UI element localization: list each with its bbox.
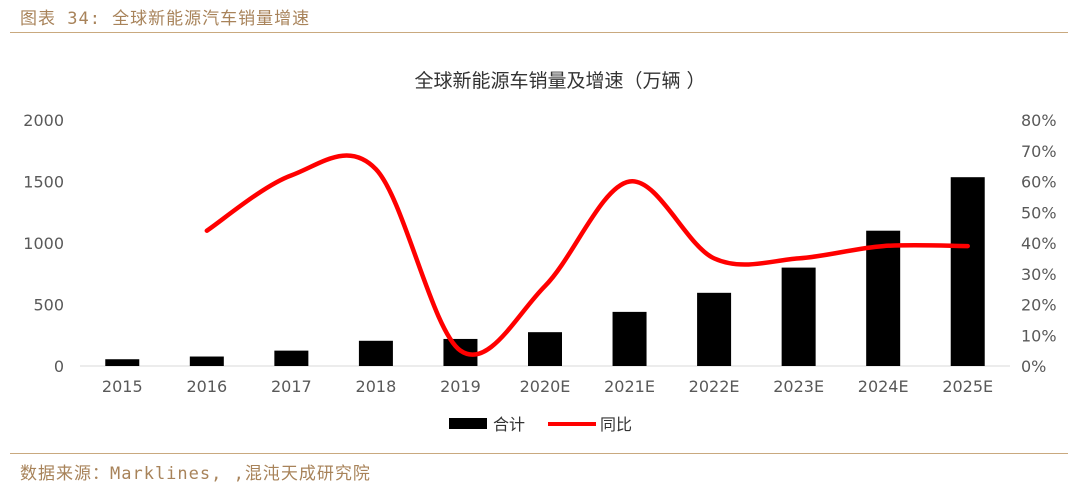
right-axis-labels: 0% 10% 20% 30% 40% 50% 60% 70% 80%: [1021, 111, 1057, 376]
legend: 合计 同比: [449, 415, 632, 434]
right-axis-tick-label: 70%: [1021, 142, 1057, 161]
bar-series: [105, 177, 985, 366]
combo-chart: 全球新能源车销量及增速（万辆 ） 0 500 1000 1500 2000 0% 10% 2…: [23, 70, 1057, 434]
right-axis-tick-label: 30%: [1021, 265, 1057, 284]
x-axis-tick-label: 2021E: [604, 377, 655, 396]
left-axis-tick-label: 0: [54, 357, 64, 376]
legend-swatch-bar: [449, 418, 487, 429]
header-divider: [10, 32, 1068, 33]
x-axis-tick-label: 2015: [102, 377, 143, 396]
right-axis-tick-label: 80%: [1021, 111, 1057, 130]
x-axis-labels: 2015 2016 2017 2018 2019 2020E 2021E 2022E 2023E…: [102, 377, 993, 396]
right-axis-tick-label: 40%: [1021, 234, 1057, 253]
bar-2017: [274, 350, 309, 366]
x-axis-tick-label: 2022E: [689, 377, 740, 396]
x-axis-tick-label: 2020E: [520, 377, 571, 396]
right-axis-tick-label: 10%: [1021, 326, 1057, 345]
yoy-line: [204, 153, 970, 357]
bar-2022E: [697, 292, 732, 366]
bar-2025E: [950, 177, 985, 366]
left-axis-tick-label: 2000: [23, 111, 64, 130]
chart-title: 全球新能源车销量及增速（万辆 ）: [414, 70, 705, 92]
left-axis-tick-label: 1500: [23, 173, 64, 192]
bar-2023E: [781, 267, 816, 366]
left-axis-labels: 0 500 1000 1500 2000: [23, 111, 64, 376]
bar-2016: [189, 356, 224, 366]
bar-2020E: [528, 332, 562, 366]
figure-header: 图表 34: 全球新能源汽车销量增速: [20, 9, 311, 29]
x-axis-tick-label: 2025E: [942, 377, 993, 396]
x-axis-tick-label: 2019: [440, 377, 481, 396]
right-axis-tick-label: 60%: [1021, 173, 1057, 192]
left-axis-tick-label: 1000: [23, 234, 64, 253]
figure-source: 数据来源：Marklines, ,混沌天成研究院: [20, 464, 371, 484]
bar-2018: [358, 340, 393, 366]
x-axis-tick-label: 2018: [356, 377, 397, 396]
bar-2021E: [612, 311, 647, 366]
legend-label-line: 同比: [600, 415, 632, 434]
right-axis-tick-label: 0%: [1021, 357, 1046, 376]
x-axis-tick-label: 2017: [271, 377, 312, 396]
x-axis-tick-label: 2024E: [858, 377, 909, 396]
legend-label-bar: 合计: [493, 415, 525, 434]
right-axis-tick-label: 50%: [1021, 203, 1057, 222]
bar-2024E: [866, 230, 901, 366]
x-axis-tick-label: 2023E: [773, 377, 824, 396]
x-axis-tick-label: 2016: [186, 377, 227, 396]
footer-divider: [10, 453, 1068, 454]
bar-2015: [105, 359, 140, 366]
left-axis-tick-label: 500: [33, 296, 64, 315]
right-axis-tick-label: 20%: [1021, 296, 1057, 315]
